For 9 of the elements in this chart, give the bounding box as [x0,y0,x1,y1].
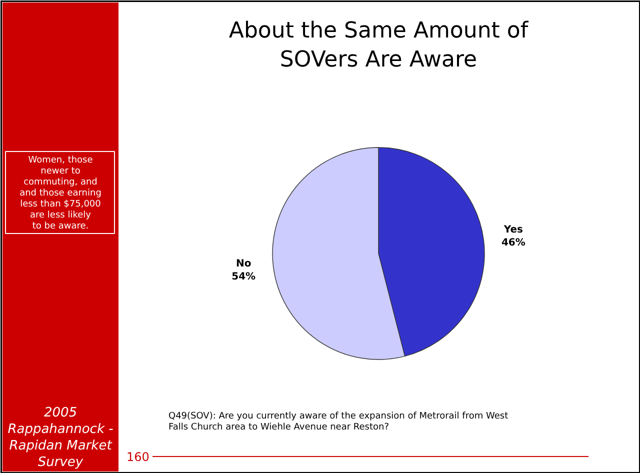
slice-label: No [236,258,252,270]
text: 160 [126,450,150,464]
data-label: 54% [232,272,256,283]
data-label: 46% [501,238,526,249]
text: 2005 Rappahannock - Rapidan Market Survey [8,406,114,470]
text: Women, those newer to commuting, and and those earning less than $75,000 are less likely to be aware. [20,156,102,232]
text: Q49(SOV): Are you currently aware of the expansion of Metrorail from West Falls Church area to Wiehle Avenue near Reston? [168,412,509,432]
slice-label: Yes [502,224,524,236]
chart-title: About the Same Amount of SOVers Are Aware [228,18,530,72]
